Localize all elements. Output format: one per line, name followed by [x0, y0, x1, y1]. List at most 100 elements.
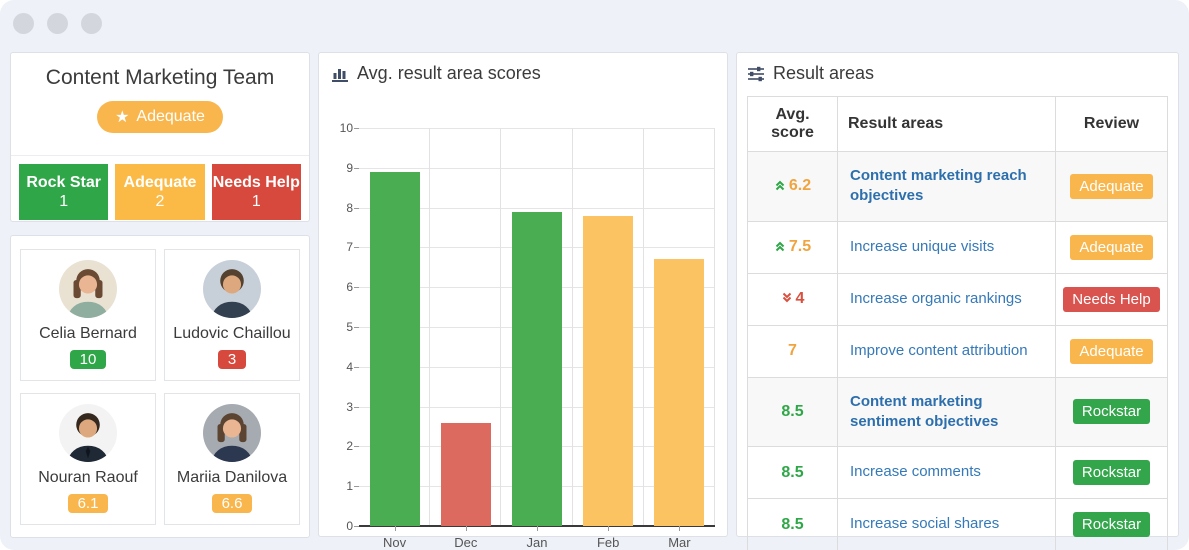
member-card[interactable]: Nouran Raouf 6.1	[20, 393, 156, 525]
stat-count: 1	[251, 192, 261, 210]
member-card[interactable]: Ludovic Chaillou 3	[164, 249, 300, 381]
result-area-link[interactable]: Content marketing reach objectives	[850, 167, 1027, 205]
member-avatar	[203, 404, 261, 462]
review-badge: Rockstar	[1072, 399, 1151, 425]
y-axis-label: 6	[346, 280, 353, 295]
result-area-row: 7 Improve content attribution Adequate	[747, 324, 1168, 378]
y-tick	[354, 486, 359, 488]
review-cell: Needs Help	[1055, 272, 1168, 326]
member-avatar	[203, 260, 261, 318]
trend-up-icon	[775, 180, 785, 191]
window-dot-icon[interactable]	[81, 12, 102, 34]
avg-score-value: 6.2	[788, 177, 812, 195]
review-cell: Adequate	[1055, 151, 1168, 222]
review-stats-row: Rock Star 1 Adequate 2 Needs Help 1	[11, 155, 309, 228]
team-title: Content Marketing Team	[45, 66, 275, 89]
team-review-badge: ★ Adequate	[97, 101, 223, 133]
member-avatar	[59, 260, 117, 318]
review-badge: Rockstar	[1072, 460, 1151, 485]
x-axis-label: Feb	[596, 535, 620, 550]
bar-mar[interactable]	[654, 259, 705, 526]
window-dot-icon[interactable]	[13, 12, 34, 34]
review-cell: Rockstar	[1055, 376, 1168, 447]
review-badge: Adequate	[1070, 338, 1153, 364]
y-axis-label: 8	[346, 200, 353, 215]
team-review-label: Adequate	[136, 108, 205, 125]
y-tick	[354, 526, 359, 527]
avg-score-cell: 7	[747, 324, 838, 378]
column-header: Review	[1055, 96, 1168, 152]
y-axis-label: 10	[339, 121, 353, 135]
result-areas-header: Result areas	[747, 63, 1168, 84]
avg-score-value: 8.5	[781, 402, 804, 420]
x-tick	[679, 526, 681, 531]
window-dot-icon[interactable]	[47, 12, 68, 34]
bar-nov[interactable]	[369, 171, 420, 526]
avg-score-cell: 4	[747, 272, 838, 326]
bar-dec[interactable]	[440, 422, 491, 526]
result-area-row: 6.2 Content marketing reach objectives Ade…	[747, 151, 1168, 222]
x-axis-label: Dec	[454, 535, 478, 550]
y-tick	[354, 287, 359, 289]
team-header: Content Marketing Team ★ Adequate	[11, 53, 309, 155]
chart-plot-area: 0 1 2 3 4 5 6 7 8 9 10 Nov Dec Jan Feb Mar	[340, 121, 715, 550]
y-axis-label: 0	[346, 519, 353, 533]
member-card[interactable]: Mariia Danilova 6.6	[164, 393, 300, 525]
y-axis-label: 2	[346, 439, 353, 454]
result-areas-title: Result areas	[773, 63, 875, 83]
bar-jan[interactable]	[512, 211, 562, 526]
review-cell: Rockstar	[1055, 446, 1168, 499]
member-score-badge: 10	[69, 350, 107, 369]
member-name: Mariia Danilova	[176, 469, 288, 486]
stat-box-adequate: Adequate 2	[115, 164, 205, 220]
bar-feb[interactable]	[583, 215, 634, 526]
y-tick	[354, 128, 359, 129]
gridline	[429, 128, 431, 526]
y-tick	[354, 446, 359, 448]
avg-score-value: 7.5	[788, 238, 812, 255]
member-card[interactable]: Celia Bernard 10	[20, 249, 156, 381]
result-area-cell: Increase social shares	[837, 498, 1056, 550]
avg-score-cell: 8.5	[747, 498, 838, 550]
team-summary-panel: Content Marketing Team ★ Adequate Rock S…	[10, 52, 310, 222]
member-score-badge: 3	[217, 350, 247, 369]
gridline	[714, 128, 715, 526]
y-axis-label: 7	[346, 240, 353, 255]
y-tick	[354, 327, 359, 328]
result-area-row: 4 Increase organic rankings Needs Help	[747, 272, 1168, 326]
y-tick	[354, 167, 359, 169]
y-tick	[354, 406, 359, 408]
result-area-link[interactable]: Improve content attribution	[850, 341, 1028, 359]
review-cell: Adequate	[1055, 324, 1168, 378]
column-header: Result areas	[837, 96, 1056, 152]
result-areas-panel: Result areas Avg. score Result areas Revie…	[736, 52, 1179, 550]
result-area-cell: Increase organic rankings	[837, 272, 1056, 326]
member-score-badge: 6.6	[211, 494, 253, 513]
stat-label: Needs Help	[212, 173, 300, 191]
column-header: Avg. score	[747, 96, 838, 152]
window-titlebar	[0, 0, 1189, 46]
review-badge: Rockstar	[1072, 512, 1151, 537]
avg-score-value: 4	[795, 290, 805, 307]
result-area-link[interactable]: Increase social shares	[850, 515, 1000, 533]
y-axis-label: 3	[346, 399, 353, 414]
review-badge: Adequate	[1070, 173, 1153, 199]
y-axis-label: 9	[346, 160, 353, 175]
y-tick	[354, 366, 359, 368]
y-axis-label: 5	[346, 320, 353, 334]
avg-score-cell: 8.5	[747, 376, 838, 447]
x-tick	[608, 526, 610, 531]
result-area-row: 7.5 Increase unique visits Adequate	[747, 220, 1168, 274]
member-name: Nouran Raouf	[38, 469, 138, 486]
x-tick	[465, 526, 467, 531]
result-area-cell: Increase unique visits	[837, 220, 1056, 274]
result-area-link[interactable]: Increase unique visits	[850, 237, 995, 255]
sliders-icon	[748, 66, 764, 81]
avg-score-value: 8.5	[781, 515, 804, 533]
x-axis-label: Nov	[383, 535, 407, 550]
result-area-link[interactable]: Increase organic rankings	[850, 289, 1022, 307]
gridline	[571, 128, 573, 526]
result-area-link[interactable]: Increase comments	[850, 463, 981, 481]
result-area-cell: Improve content attribution	[837, 324, 1056, 378]
result-area-link[interactable]: Content marketing sentiment objectives	[850, 392, 999, 430]
